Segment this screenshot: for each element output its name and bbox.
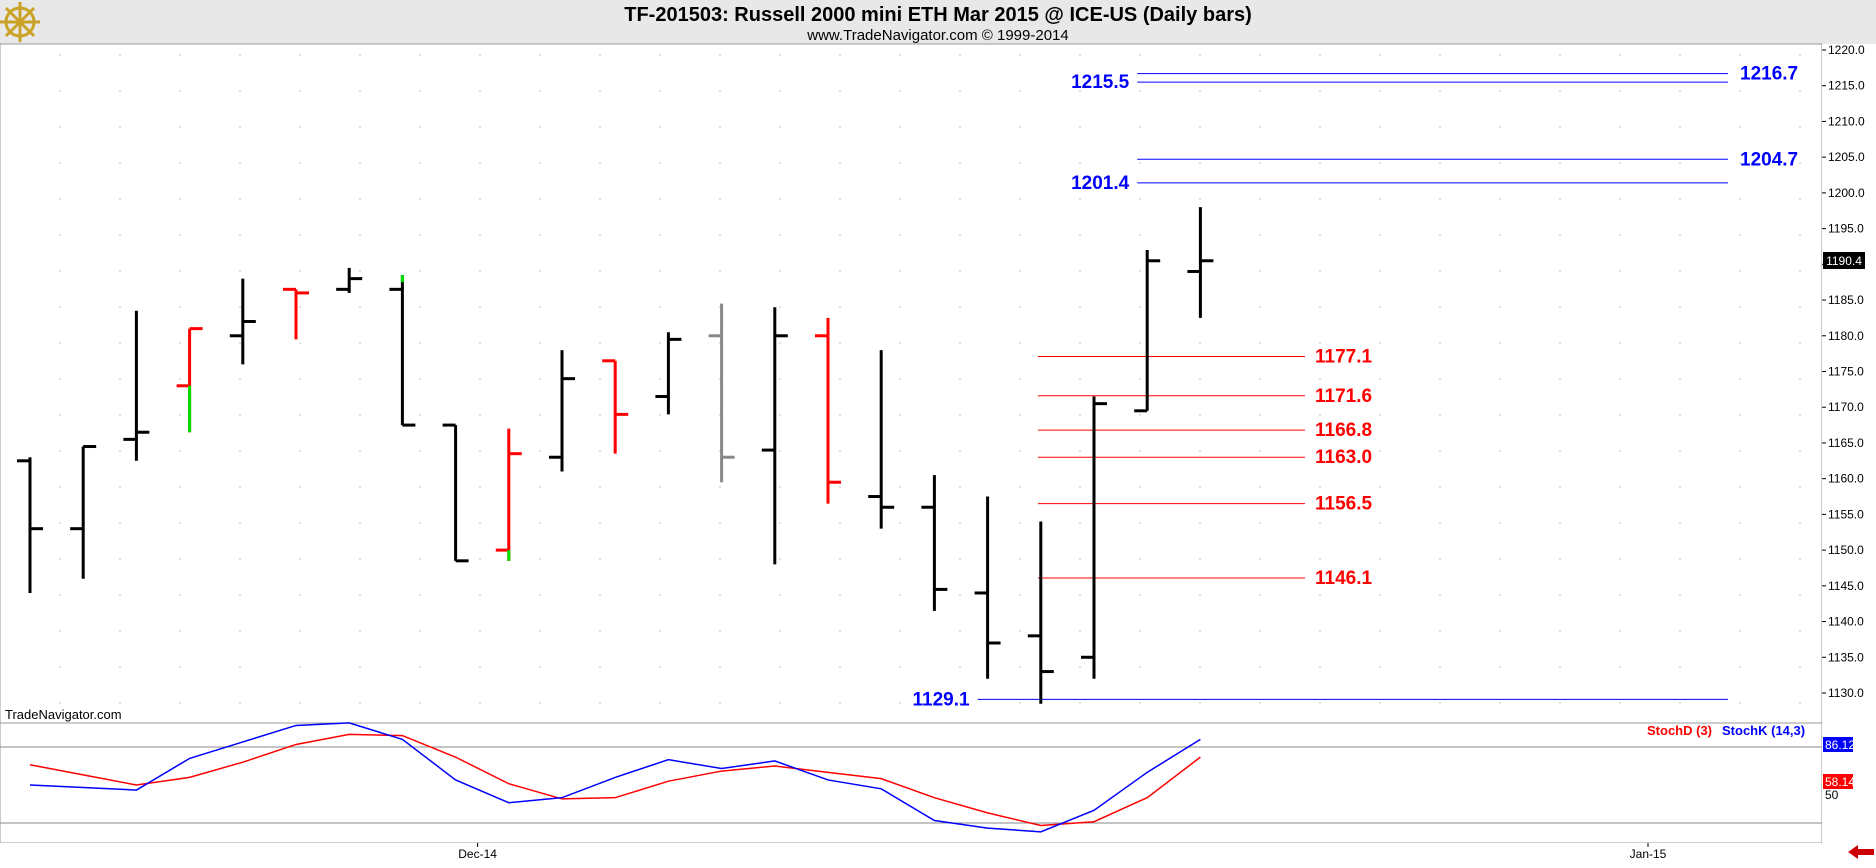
price-tick-label: 1205.0 <box>1828 150 1865 164</box>
stochastic-value-tag: 58.14 <box>1825 775 1855 789</box>
ohlc-bar <box>229 278 256 365</box>
red-level-label: 1166.8 <box>1315 420 1372 441</box>
price-grid <box>59 54 1801 704</box>
price-tick-label: 1185.0 <box>1828 293 1864 307</box>
price-tick-label: 1220.0 <box>1828 43 1865 57</box>
price-tick-label: 1130.0 <box>1828 686 1864 700</box>
stochastic-panel: StochD (3) StochK (14,3) <box>0 722 1823 844</box>
red-level-label: 1163.0 <box>1315 447 1372 468</box>
blue-level-label: 1215.5 <box>1071 72 1130 93</box>
ohlc-bar <box>1187 207 1214 318</box>
ohlc-bar <box>70 445 97 579</box>
ohlc-bar <box>389 275 416 427</box>
ohlc-bar <box>1134 250 1161 413</box>
ohlc-bar <box>123 310 150 461</box>
price-tick-label: 1210.0 <box>1828 114 1865 128</box>
price-tick-label: 1200.0 <box>1828 186 1865 200</box>
price-tick-label: 1195.0 <box>1828 222 1864 236</box>
ohlc-bar <box>602 359 629 454</box>
blue-level-label: 1216.7 <box>1740 64 1798 85</box>
time-axis-bg <box>0 843 1876 863</box>
price-tick-label: 1165.0 <box>1828 436 1864 450</box>
last-price-tag: 1190.4 <box>1823 252 1865 269</box>
blue-level-label: 1201.4 <box>1071 173 1130 194</box>
stochastic-value-tag: 50 <box>1825 788 1839 802</box>
time-tick-label: Dec-14 <box>458 847 497 861</box>
stochk-legend: StochK (14,3) <box>1722 723 1805 738</box>
ohlc-bar <box>815 317 841 504</box>
red-level-label: 1171.6 <box>1315 386 1372 407</box>
chart-subtitle: www.TradeNavigator.com © 1999-2014 <box>806 27 1068 44</box>
ohlc-bar <box>17 457 43 593</box>
ohlc-bar <box>495 428 522 561</box>
price-levels <box>977 73 1728 700</box>
ohlc-bar <box>442 423 469 563</box>
stochastic-series-line <box>29 722 1201 833</box>
price-panel: 1216.7 1215.5 1204.7 1201.4 1129.1 1177.1 1171… <box>0 43 1823 724</box>
scroll-left-arrow-icon[interactable] <box>1848 845 1874 859</box>
stochastic-lines <box>29 722 1201 833</box>
stochastic-value-tag: 86.12 <box>1825 738 1855 752</box>
ohlc-bar <box>549 350 575 472</box>
last-price-label: 1190.4 <box>1826 254 1862 268</box>
price-tick-label: 1145.0 <box>1828 579 1864 593</box>
watermark-text: TradeNavigator.com <box>5 707 122 722</box>
time-tick-label: Jan-15 <box>1630 847 1667 861</box>
chart-title: TF-201503: Russell 2000 mini ETH Mar 201… <box>624 4 1252 26</box>
red-level-label: 1146.1 <box>1315 568 1372 589</box>
price-level-labels: 1216.7 1215.5 1204.7 1201.4 1129.1 1177.1 1171… <box>913 64 1799 711</box>
ohlc-bar <box>868 350 895 529</box>
red-level-label: 1156.5 <box>1315 494 1372 515</box>
trade-navigator-logo-icon <box>0 2 40 42</box>
price-tick-label: 1170.0 <box>1828 400 1864 414</box>
price-tick-label: 1135.0 <box>1828 650 1864 664</box>
ohlc-bar <box>708 303 735 483</box>
ohlc-bar <box>283 287 309 340</box>
price-tick-label: 1155.0 <box>1828 507 1864 521</box>
ohlc-bar <box>921 475 948 611</box>
ohlc-bar <box>655 332 682 415</box>
price-axis[interactable]: 1220.0 1215.0 1210.0 1205.0 1200.0 1195.0 1190… <box>1822 43 1876 723</box>
stochd-legend: StochD (3) <box>1647 723 1712 738</box>
price-tick-label: 1160.0 <box>1828 472 1864 486</box>
price-tick-label: 1180.0 <box>1828 329 1864 343</box>
blue-level-label: 1129.1 <box>913 689 970 710</box>
time-axis[interactable]: Dec-14 Jan-15 <box>458 843 1667 861</box>
price-tick-label: 1150.0 <box>1828 543 1864 557</box>
price-tick-label: 1175.0 <box>1828 365 1864 379</box>
blue-level-label: 1204.7 <box>1740 149 1798 170</box>
header-bar <box>0 0 1876 44</box>
ohlc-bar <box>974 496 1001 679</box>
price-tick-label: 1140.0 <box>1828 615 1864 629</box>
stochastic-series-line <box>29 733 1201 827</box>
ohlc-bar <box>1081 396 1107 679</box>
ohlc-bar <box>336 267 363 293</box>
ohlc-bar <box>1027 521 1054 704</box>
ohlc-bar <box>176 327 203 433</box>
red-level-label: 1177.1 <box>1315 346 1372 367</box>
ohlc-bar <box>761 307 788 565</box>
price-bars <box>17 207 1214 704</box>
price-tick-label: 1215.0 <box>1828 79 1865 93</box>
